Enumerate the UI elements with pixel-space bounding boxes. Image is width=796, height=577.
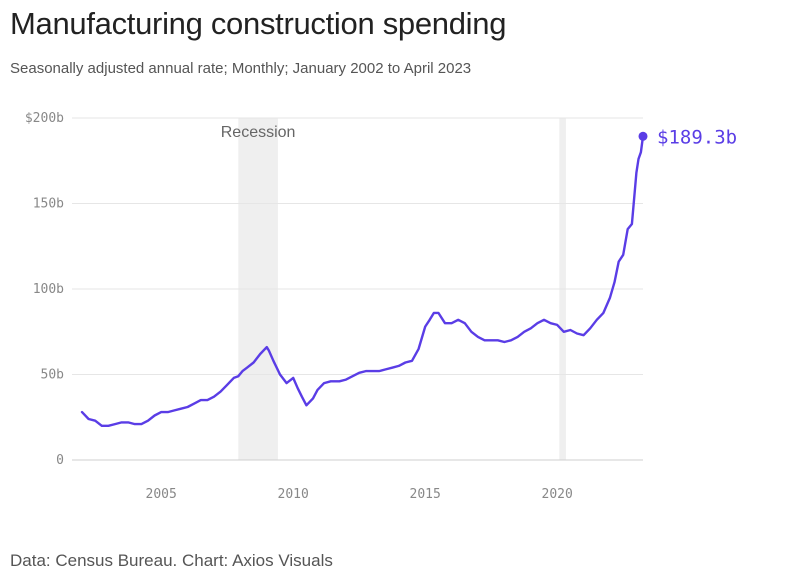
y-tick-label: 50b xyxy=(41,368,65,383)
series-line xyxy=(80,135,645,427)
x-tick-label: 2020 xyxy=(542,487,573,502)
end-value-label: $189.3b xyxy=(657,126,737,148)
chart-subtitle: Seasonally adjusted annual rate; Monthly… xyxy=(10,60,472,77)
chart-source: Data: Census Bureau. Chart: Axios Visual… xyxy=(10,551,333,570)
y-tick-label: 150b xyxy=(33,197,64,212)
y-tick-label: 100b xyxy=(33,282,64,297)
y-tick-label: 0 xyxy=(56,453,64,468)
end-point xyxy=(638,131,648,141)
chart-title: Manufacturing construction spending xyxy=(10,6,507,41)
recession-label: Recession xyxy=(221,124,296,141)
x-tick-label: 2010 xyxy=(278,487,309,502)
x-tick-label: 2005 xyxy=(146,487,177,502)
y-tick-label: $200b xyxy=(25,111,64,126)
x-tick-label: 2015 xyxy=(410,487,441,502)
